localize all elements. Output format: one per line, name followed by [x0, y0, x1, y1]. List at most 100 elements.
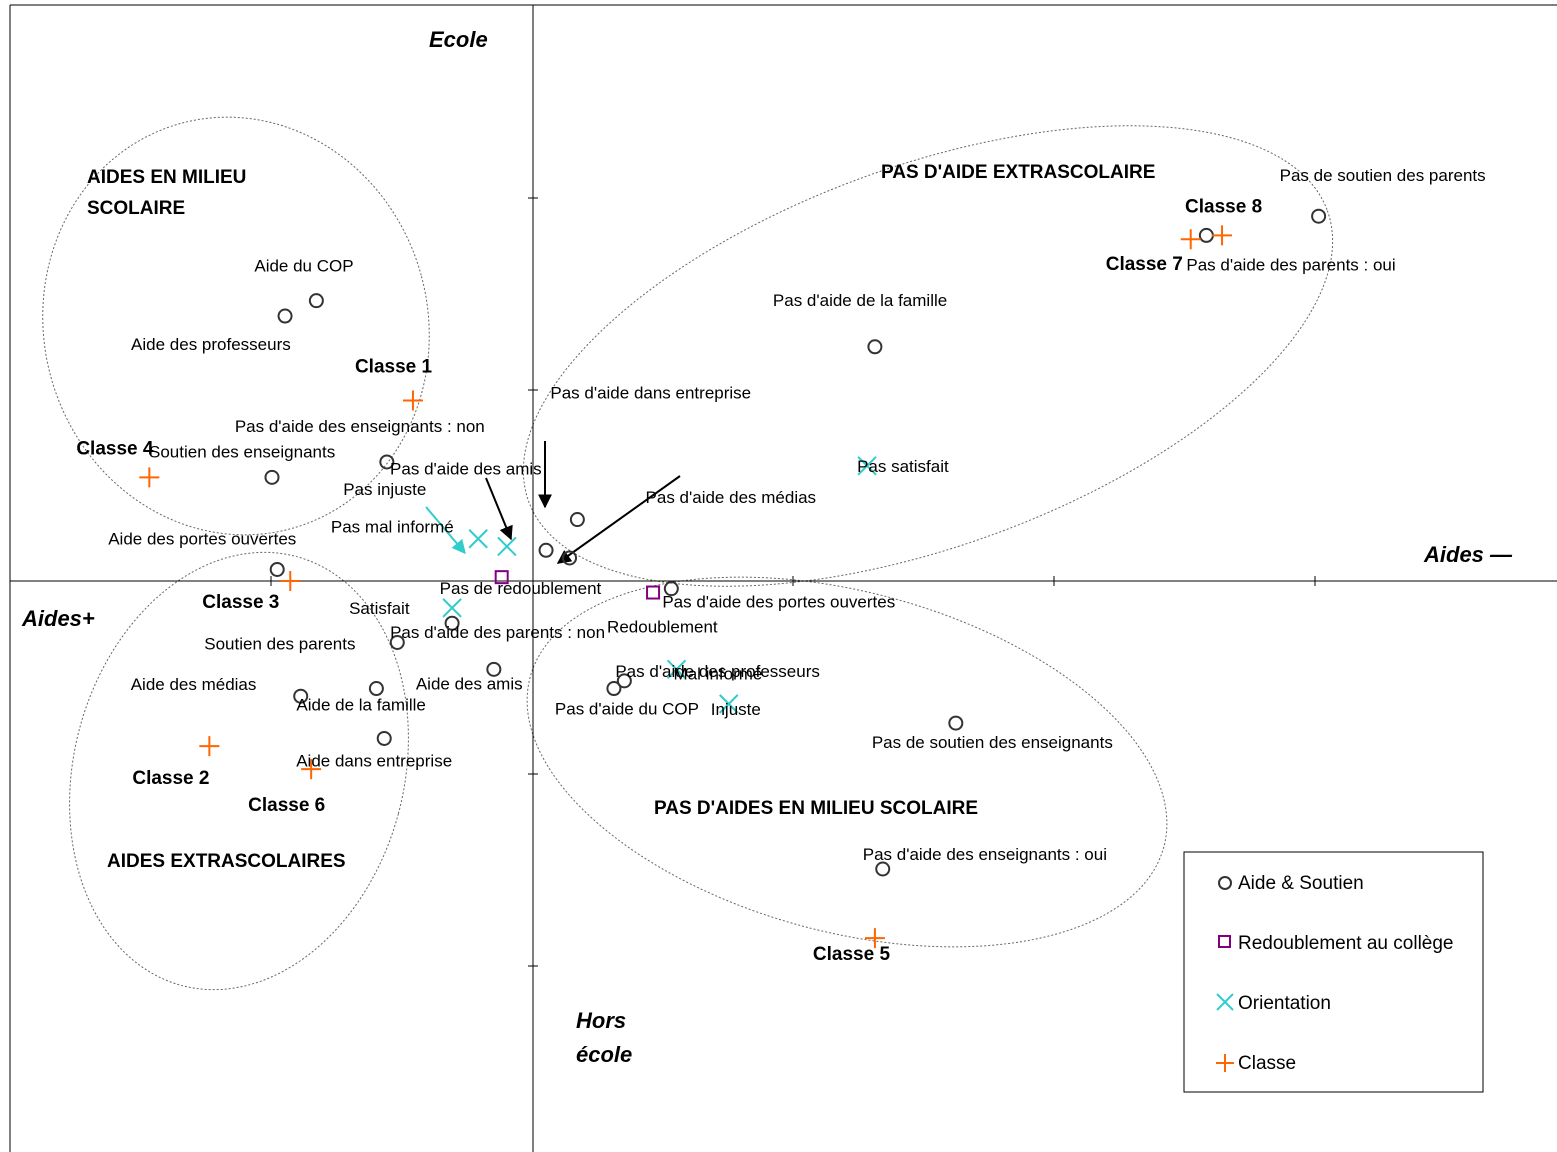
axis-label-top: Ecole	[429, 27, 488, 52]
legend-circle-icon	[1218, 876, 1232, 890]
group-title-aides-milieu-scolaire-2: SCOLAIRE	[87, 198, 185, 219]
ellipse-pas-aide-extrascolaire	[522, 125, 1334, 587]
legend-square-icon	[1218, 935, 1231, 948]
point-aide-des-portes-ouvertes-circle-marker	[269, 561, 285, 577]
label-classe-3: Classe 3	[202, 592, 279, 613]
point-pas-mal-informe-x-marker	[497, 536, 517, 557]
group-ellipses	[42, 116, 1334, 991]
point-classe-3-plus-marker	[280, 571, 301, 591]
axes	[9, 4, 1557, 1152]
point-markers	[139, 208, 1327, 949]
point-aide-des-medias-circle-marker	[293, 688, 309, 704]
point-aide-des-amis-circle-marker	[486, 661, 502, 677]
label-pas-d-aide-des-portes-ouvertes: Pas d'aide des portes ouvertes	[662, 593, 895, 612]
point-pas-de-soutien-des-enseignants-circle-marker	[948, 715, 964, 731]
label-aide-du-cop: Aide du COP	[254, 257, 353, 276]
point-redoublement-square-marker	[646, 585, 661, 600]
point-pas-d-aide-des-professeurs-circle-marker	[616, 673, 632, 689]
group-title-aides-extrascolaires: AIDES EXTRASCOLAIRES	[107, 851, 346, 872]
label-pas-de-soutien-des-parents: Pas de soutien des parents	[1280, 166, 1486, 185]
axis-label-bottom-2: école	[576, 1042, 632, 1067]
point-pas-d-aide-des-parents-oui-circle-marker	[1198, 227, 1214, 243]
legend-item-redoublement: Redoublement au collège	[1238, 933, 1454, 954]
point-pas-de-soutien-des-parents-circle-marker	[1311, 208, 1327, 224]
point-aide-de-la-famille-circle-marker	[368, 681, 384, 697]
label-pas-d-aide-des-enseignants-non: Pas d'aide des enseignants : non	[235, 417, 485, 436]
label-pas-d-aide-des-amis: Pas d'aide des amis	[390, 459, 542, 478]
label-aide-des-professeurs: Aide des professeurs	[131, 335, 291, 354]
ellipse-aides-milieu-scolaire	[42, 116, 430, 536]
label-classe-6: Classe 6	[248, 795, 325, 816]
point-classe-1-plus-marker	[402, 390, 423, 411]
label-pas-d-aide-des-professeurs: Pas d'aide des professeurs	[615, 662, 820, 681]
label-classe-1: Classe 1	[355, 357, 433, 378]
group-title-aides-milieu-scolaire-1: AIDES EN MILIEU	[87, 167, 246, 188]
point-pas-d-aide-de-la-famille-circle-marker	[867, 339, 883, 355]
point-pas-de-redoublement-square-marker	[494, 570, 509, 585]
legend: Aide & Soutien Redoublement au collège O…	[1183, 851, 1484, 1093]
point-classe-7-plus-marker	[1180, 229, 1201, 250]
axis-label-bottom-1: Hors	[576, 1008, 626, 1033]
point-pas-injuste-x-marker	[468, 529, 488, 549]
label-soutien-des-enseignants: Soutien des enseignants	[149, 442, 335, 461]
legend-item-orientation: Orientation	[1238, 993, 1331, 1014]
label-pas-d-aide-des-parents-non: Pas d'aide des parents : non	[390, 623, 605, 642]
label-aide-dans-entreprise: Aide dans entreprise	[296, 751, 452, 770]
point-pas-d-aide-des-enseignants-oui-circle-marker	[875, 861, 891, 877]
label-pas-d-aide-de-la-famille: Pas d'aide de la famille	[773, 291, 947, 310]
group-title-pas-aides-milieu-scolaire: PAS D'AIDES EN MILIEU SCOLAIRE	[654, 798, 978, 819]
label-satisfait: Satisfait	[349, 599, 410, 618]
label-classe-5: Classe 5	[813, 944, 891, 965]
legend-item-aide-soutien: Aide & Soutien	[1238, 873, 1364, 894]
legend-plus-icon	[1216, 1054, 1234, 1072]
label-pas-injuste: Pas injuste	[343, 480, 426, 499]
label-classe-7: Classe 7	[1106, 254, 1183, 275]
label-aide-des-medias: Aide des médias	[131, 675, 257, 694]
axis-label-right: Aides —	[1423, 542, 1513, 567]
point-mal-informe-x-marker	[666, 659, 687, 680]
axis-label-left: Aides+	[21, 606, 95, 631]
label-pas-d-aide-du-cop: Pas d'aide du COP	[555, 700, 699, 719]
point-satisfait-x-marker	[442, 598, 462, 618]
label-classe-2: Classe 2	[132, 768, 209, 789]
label-aide-des-amis: Aide des amis	[416, 674, 523, 693]
point-pas-d-aide-des-amis-circle-marker	[538, 542, 554, 558]
label-mal-informe: Mal informé	[674, 664, 763, 683]
point-soutien-des-parents-circle-marker	[389, 634, 405, 650]
label-aide-des-portes-ouvertes: Aide des portes ouvertes	[108, 529, 296, 548]
point-classe-6-plus-marker	[301, 759, 322, 780]
label-pas-d-aide-dans-entreprise: Pas d'aide dans entreprise	[550, 384, 751, 403]
label-pas-d-aide-des-enseignants-oui: Pas d'aide des enseignants : oui	[863, 845, 1107, 864]
ellipse-pas-aides-milieu-scolaire	[526, 576, 1168, 948]
label-aide-de-la-famille: Aide de la famille	[296, 696, 425, 715]
label-pas-de-soutien-des-enseignants: Pas de soutien des enseignants	[872, 733, 1113, 752]
legend-box	[1183, 851, 1484, 1093]
point-classe-4-plus-marker	[139, 467, 160, 488]
ellipse-aides-extrascolaires	[69, 551, 409, 991]
label-pas-satisfait: Pas satisfait	[857, 457, 949, 476]
point-pas-d-aide-des-portes-ouvertes-circle-marker	[663, 581, 679, 597]
point-pas-d-aide-des-parents-non-circle-marker	[444, 615, 460, 631]
annotation-arrows	[425, 441, 681, 564]
point-classe-5-plus-marker	[864, 928, 885, 949]
point-aide-des-professeurs-circle-marker	[277, 308, 293, 324]
arrow-pas-aide-des-amis	[485, 477, 513, 541]
label-soutien-des-parents: Soutien des parents	[204, 634, 355, 653]
legend-x-icon	[1216, 993, 1234, 1011]
point-aide-dans-entreprise-circle-marker	[376, 730, 392, 746]
point-soutien-des-enseignants-circle-marker	[264, 469, 280, 485]
point-pas-d-aide-des-enseignants-non-circle-marker	[379, 454, 395, 470]
point-labels: Aide du COP Aide des professeurs Pas d'aid…	[76, 166, 1485, 965]
label-redoublement: Redoublement	[607, 618, 718, 637]
point-pas-d-aide-du-cop-circle-marker	[606, 681, 622, 697]
point-pas-satisfait-x-marker	[857, 456, 877, 476]
point-classe-2-plus-marker	[199, 736, 220, 757]
label-pas-d-aide-des-parents-oui: Pas d'aide des parents : oui	[1186, 255, 1395, 274]
label-classe-8: Classe 8	[1185, 196, 1262, 217]
arrow-pas-aide-des-medias	[556, 475, 681, 564]
label-pas-mal-informe: Pas mal informé	[331, 517, 454, 536]
point-classe-8-plus-marker	[1212, 225, 1233, 246]
point-pas-d-aide-dans-entreprise-circle-marker	[569, 512, 585, 528]
point-aide-du-cop-circle-marker	[308, 293, 324, 309]
